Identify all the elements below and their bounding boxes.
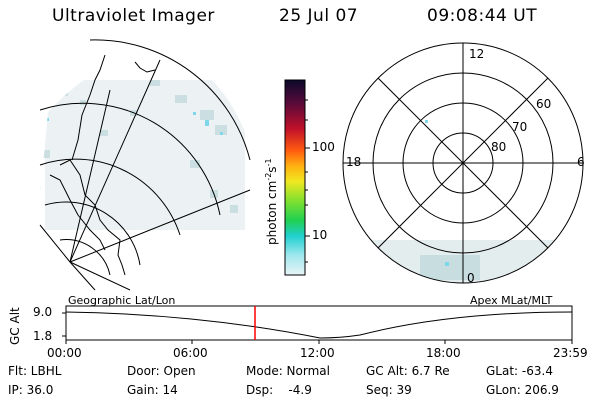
lat-label-60: 60	[536, 97, 552, 111]
status-gc-alt: GC Alt: 6.7 Re	[366, 364, 450, 378]
x-tick-2359: 23:59	[553, 346, 588, 360]
x-tick-1200: 12:00	[300, 346, 335, 360]
timeline-ticks	[62, 312, 573, 344]
polar-emission	[370, 120, 570, 283]
x-tick-0000: 00:00	[47, 346, 82, 360]
lat-lon-grid	[39, 39, 251, 291]
status-door: Door: Open	[127, 364, 196, 378]
instrument-title: Ultraviolet Imager	[52, 6, 215, 26]
timeline-frame	[65, 305, 573, 341]
x-tick-1800: 18:00	[426, 346, 461, 360]
colorbar	[284, 79, 306, 276]
status-gain: Gain: 14	[127, 383, 178, 397]
timeline-y-axis-label: GC Alt	[8, 307, 22, 345]
status-mode: Mode: Normal	[246, 364, 330, 378]
colorbar-tick-100: 100	[312, 140, 335, 154]
timeline-left-caption: Geographic Lat/Lon	[68, 294, 176, 307]
y-tick-1-8: 1.8	[33, 329, 53, 343]
lat-label-80: 80	[491, 140, 507, 154]
colorbar-ticks	[305, 99, 310, 263]
colorbar-tick-10: 10	[312, 228, 328, 242]
coastlines	[49, 54, 156, 276]
status-dsp: Dsp: -4.9	[246, 383, 312, 397]
aurora-emission	[35, 80, 245, 230]
x-tick-0600: 06:00	[173, 346, 208, 360]
mlt-label-0: 0	[467, 271, 475, 285]
timeline-right-caption: Apex MLat/MLT	[470, 294, 553, 307]
mlt-label-18: 18	[346, 155, 362, 169]
status-filter: Flt: LBHL	[8, 364, 62, 378]
status-seq: Seq: 39	[366, 383, 412, 397]
lat-label-70: 70	[512, 120, 528, 134]
date-label: 25 Jul 07	[279, 6, 359, 26]
mlt-label-12: 12	[469, 47, 485, 61]
y-tick-9: 9.0	[33, 305, 53, 319]
status-glon: GLon: 206.9	[486, 383, 559, 397]
status-glat: GLat: -63.4	[486, 364, 553, 378]
colorbar-unit-label: photon cm-2s-1	[264, 158, 279, 245]
mlt-label-6: 6	[577, 155, 585, 169]
altitude-curve	[65, 311, 573, 339]
time-label: 09:08:44 UT	[427, 6, 538, 26]
status-ip: IP: 36.0	[8, 383, 54, 397]
polar-grid	[342, 42, 584, 284]
